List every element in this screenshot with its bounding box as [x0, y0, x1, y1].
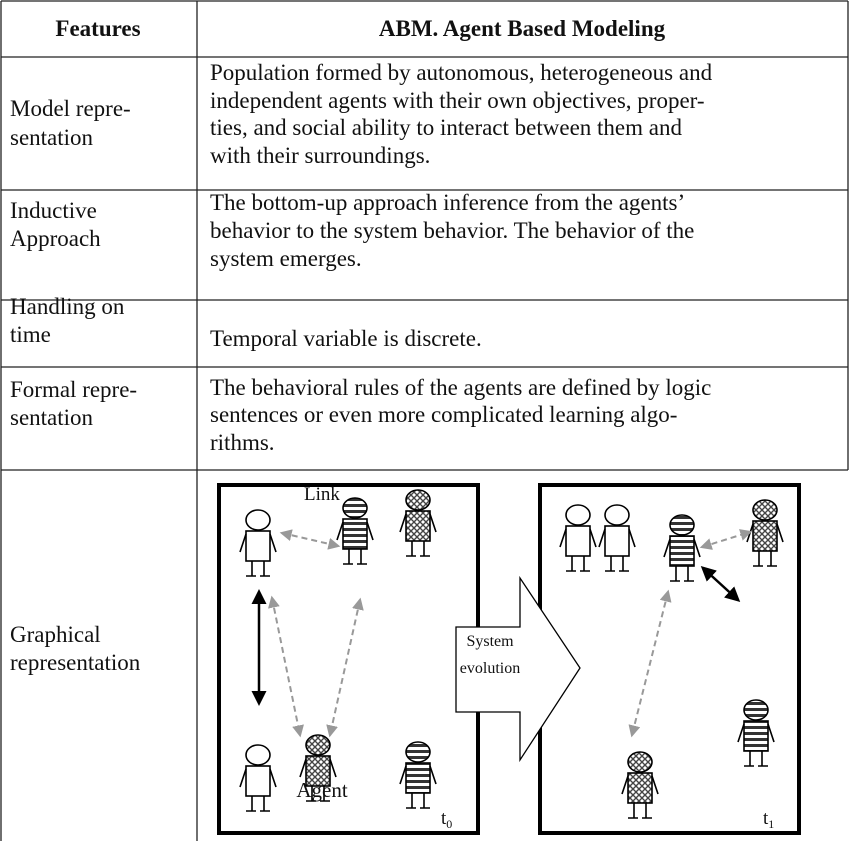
table-body: Model repre-sentation Population formed b…: [10, 60, 713, 675]
description-line: rithms.: [210, 430, 275, 455]
diagram-label: Agent: [296, 778, 347, 802]
feature-label: representation: [10, 650, 141, 675]
agent-figure: [598, 504, 636, 572]
header-cell: Features: [55, 16, 140, 41]
time-base: t: [763, 808, 769, 829]
agent-figure: [663, 514, 701, 582]
agent-figure: [399, 741, 437, 809]
description-line: Temporal variable is discrete.: [210, 326, 482, 351]
feature-label: sentation: [10, 405, 94, 430]
agent-figure: [239, 509, 277, 577]
time-sub: 1: [768, 817, 774, 831]
description-line: The behavioral rules of the agents are d…: [210, 375, 711, 400]
description-line: behavior to the system behavior. The beh…: [210, 218, 694, 243]
diagram-label: evolution: [460, 660, 520, 677]
description-line: ties, and social ability to interact bet…: [210, 115, 682, 140]
time-sub: 0: [446, 817, 452, 831]
diagram: Link Agent System evolution t0 t1: [217, 483, 801, 835]
agent-figure: [239, 744, 277, 812]
agent-figure: [746, 499, 784, 567]
agent-figure: [559, 504, 597, 572]
feature-label: Formal repre-: [10, 377, 137, 402]
agent-figure: [336, 497, 374, 565]
description-line: with their surroundings.: [210, 143, 430, 168]
agent-figure: [621, 751, 659, 819]
feature-label: sentation: [10, 125, 94, 150]
agent-figure: [299, 734, 337, 802]
diagram-label: System: [466, 633, 514, 650]
diagram-label: Link: [304, 484, 340, 505]
time-label: t1: [763, 808, 774, 831]
description-line: The bottom-up approach inference from th…: [210, 190, 685, 215]
feature-label: Inductive: [10, 198, 97, 223]
time-base: t: [441, 808, 447, 829]
feature-label: Handling on: [10, 294, 125, 319]
description-line: independent agents with their own object…: [210, 88, 705, 113]
feature-label: Model repre-: [10, 96, 131, 121]
agent-figure: [399, 489, 437, 557]
description-line: sentences or even more complicated learn…: [210, 402, 677, 427]
feature-label: Approach: [10, 226, 101, 251]
agent-figure: [737, 699, 775, 767]
header-cell: ABM. Agent Based Modeling: [379, 16, 666, 41]
description-line: system emerges.: [210, 246, 362, 271]
description-line: Population formed by autonomous, heterog…: [210, 60, 713, 85]
time-label: t0: [441, 808, 452, 831]
feature-label: time: [10, 322, 51, 347]
feature-label: Graphical: [10, 622, 101, 647]
